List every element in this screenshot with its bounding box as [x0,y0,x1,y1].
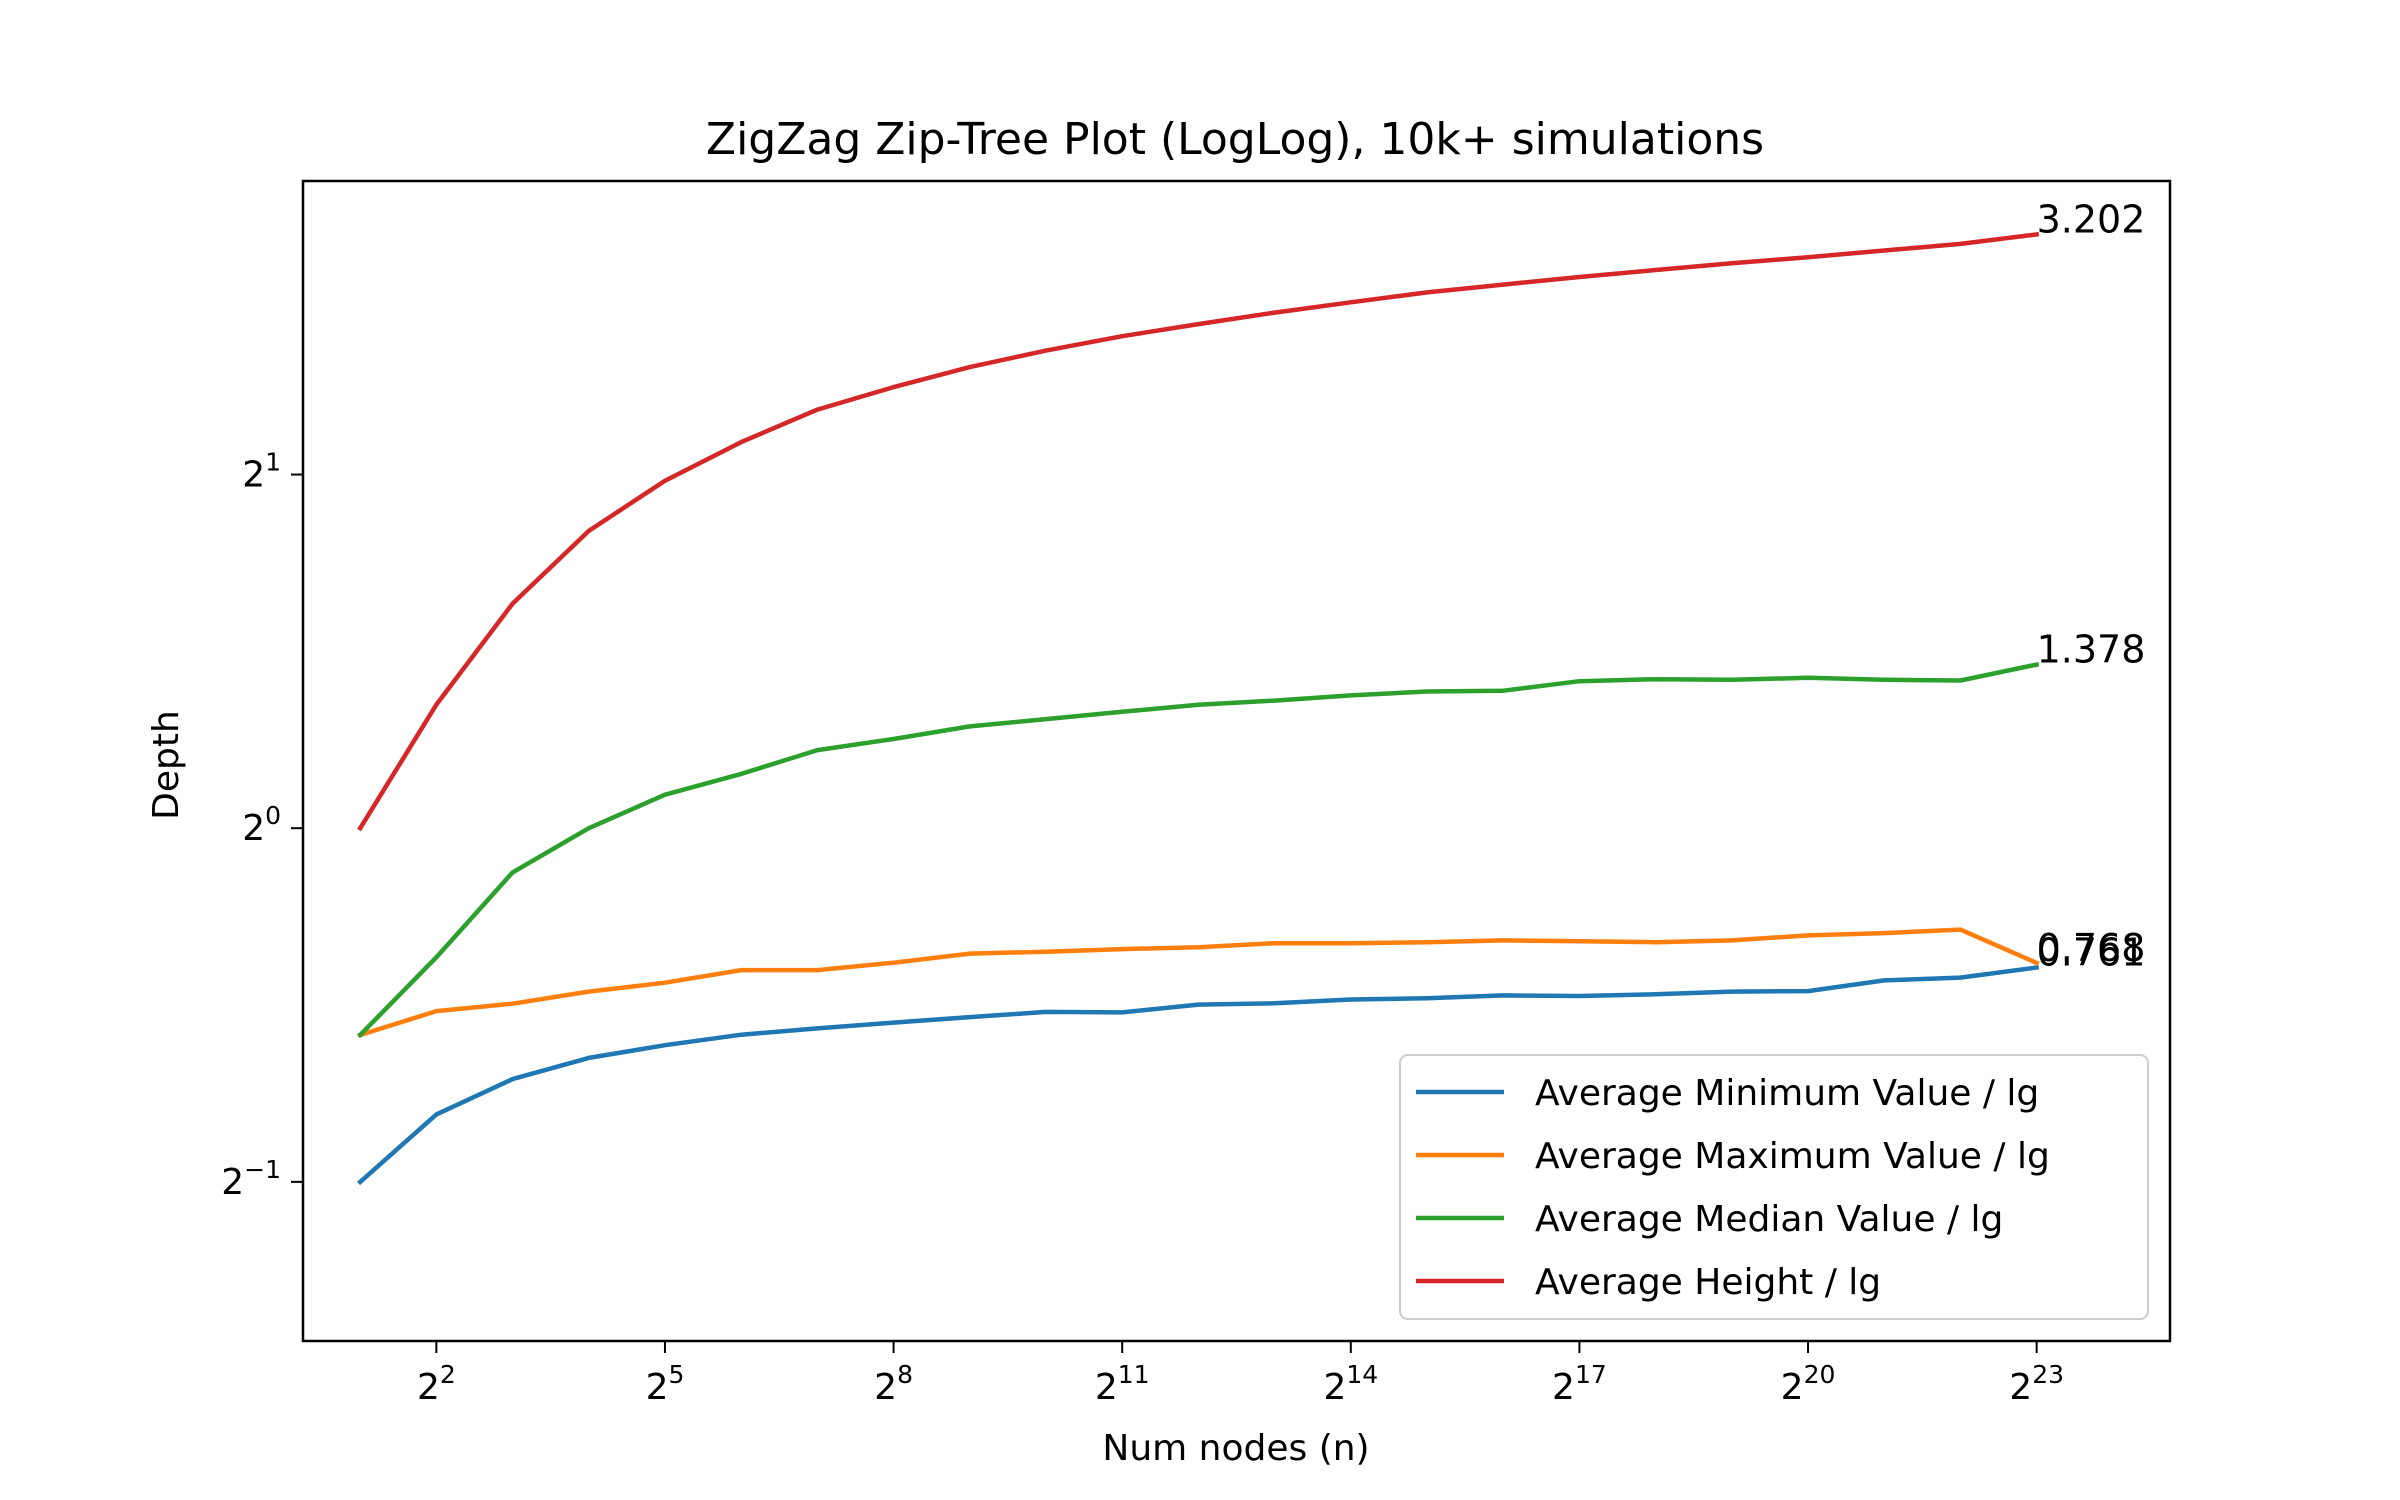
end-label-2: 1.378 [2037,628,2146,672]
y-axis-ticks: 21 20 2−1 [221,448,303,1203]
legend-label-2: Average Median Value / lg [1535,1199,2003,1240]
legend-items: Average Minimum Value / lg Average Maximu… [1416,1073,2050,1303]
end-label-0: 0.761 [2037,931,2146,975]
plot-frame [301,179,2172,1343]
legend-label-3: Average Height / lg [1535,1262,1881,1303]
end-label-3: 3.202 [2037,197,2146,241]
x-tick-label-7: 223 [2009,1360,2064,1408]
end-label-1: 0.768 [2037,926,2146,970]
legend-label-0: Average Minimum Value / lg [1535,1073,2039,1114]
x-axis-ticks: 22 25 28 211 214 217 220 223 [417,1341,2064,1408]
y-tick-label-0: 21 [242,448,281,496]
x-tick-label-0: 22 [417,1360,456,1408]
y-tick-label-1: 20 [242,801,281,849]
y-tick-label-2: 2−1 [221,1155,281,1203]
chart-title: ZigZag Zip-Tree Plot (LogLog), 10k+ simu… [706,114,1764,165]
x-tick-label-3: 211 [1095,1360,1150,1408]
x-tick-label-1: 25 [646,1360,685,1408]
legend-box [1399,1054,2149,1320]
x-tick-label-2: 28 [874,1360,913,1408]
x-tick-label-4: 214 [1323,1360,1378,1408]
x-tick-label-5: 217 [1552,1360,1607,1408]
legend-label-1: Average Maximum Value / lg [1535,1136,2050,1177]
x-tick-label-6: 220 [1781,1360,1836,1408]
x-axis-label: Num nodes (n) [1102,1428,1369,1469]
y-axis-label: Depth [146,710,187,820]
series-layer [357,231,2040,1186]
legend: Average Minimum Value / lg Average Maximu… [1399,1054,2149,1320]
